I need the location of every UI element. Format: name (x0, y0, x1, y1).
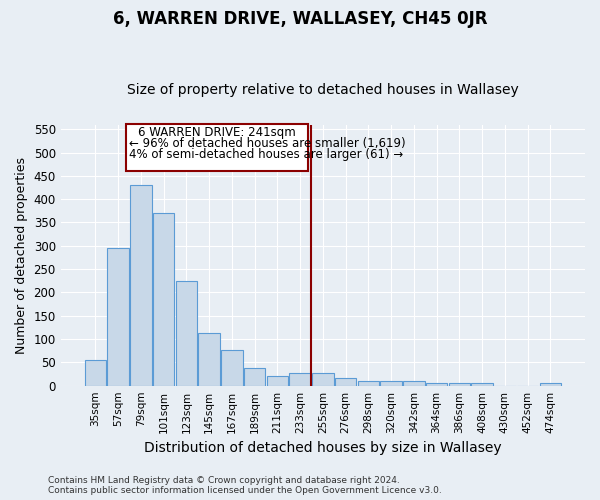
Bar (449, 384, 470, 386)
FancyBboxPatch shape (126, 124, 308, 171)
Text: 6 WARREN DRIVE: 241sqm: 6 WARREN DRIVE: 241sqm (138, 126, 296, 138)
Title: Size of property relative to detached houses in Wallasey: Size of property relative to detached ho… (127, 83, 519, 97)
Bar (403, 382, 425, 386)
Bar (198, 333, 220, 386)
X-axis label: Distribution of detached houses by size in Wallasey: Distribution of detached houses by size … (144, 441, 502, 455)
Bar (380, 381, 402, 386)
Bar (312, 373, 334, 386)
Bar (107, 248, 129, 386)
Bar (176, 281, 197, 386)
Text: 6, WARREN DRIVE, WALLASEY, CH45 0JR: 6, WARREN DRIVE, WALLASEY, CH45 0JR (113, 10, 487, 28)
Bar (85, 360, 106, 386)
Bar (266, 376, 288, 386)
Bar (153, 213, 175, 386)
Bar (471, 384, 493, 386)
Y-axis label: Number of detached properties: Number of detached properties (15, 156, 28, 354)
Bar (244, 368, 265, 386)
Text: 4% of semi-detached houses are larger (61) →: 4% of semi-detached houses are larger (6… (130, 148, 404, 161)
Bar (289, 373, 311, 386)
Bar (130, 185, 152, 386)
Bar (221, 350, 242, 386)
Bar (358, 381, 379, 386)
Bar (335, 378, 356, 386)
Bar (426, 384, 448, 386)
Bar (539, 384, 561, 386)
Text: ← 96% of detached houses are smaller (1,619): ← 96% of detached houses are smaller (1,… (130, 136, 406, 149)
Text: Contains HM Land Registry data © Crown copyright and database right 2024.
Contai: Contains HM Land Registry data © Crown c… (48, 476, 442, 495)
